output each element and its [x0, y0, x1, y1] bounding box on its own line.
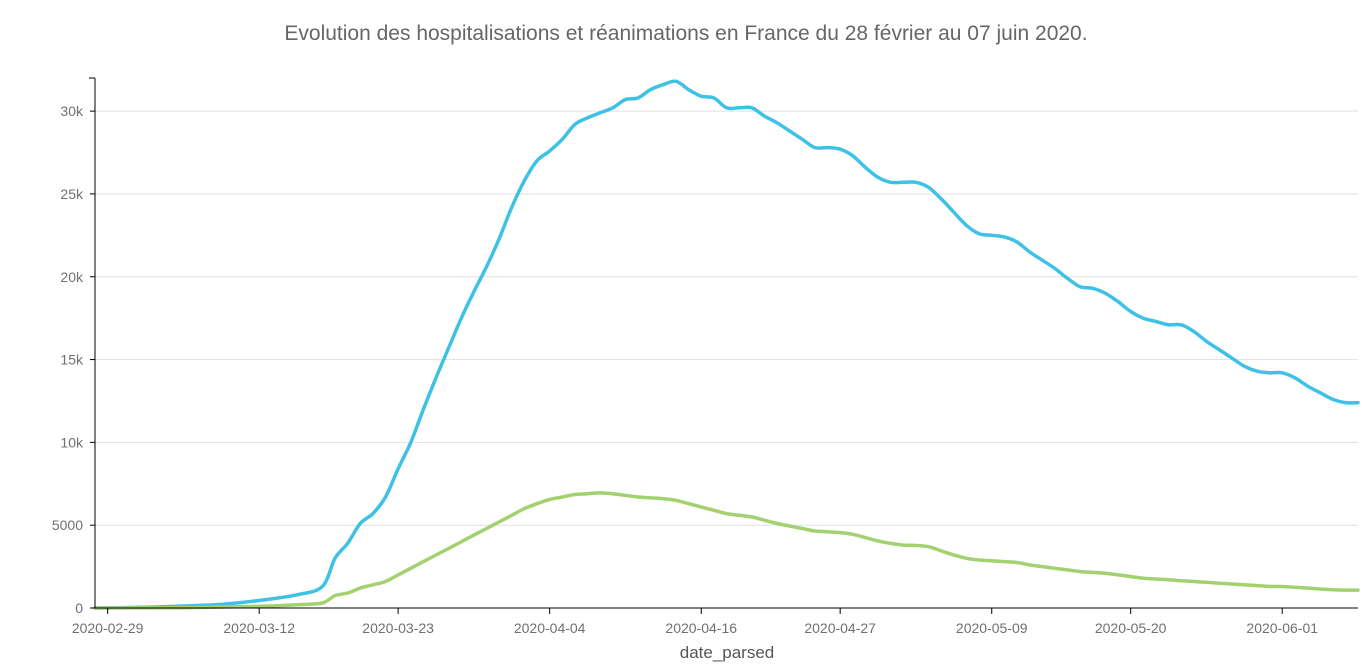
y-tick-label-0: 0 — [75, 600, 83, 616]
chart-title: Evolution des hospitalisations et réanim… — [284, 22, 1087, 45]
grid-lines — [95, 110, 1358, 526]
y-axis-ticks: 0 5000 10k 15k 20k 25k 30k — [52, 103, 95, 616]
x-tick-label-2: 2020-03-23 — [362, 620, 434, 636]
x-tick-label-0: 2020-02-29 — [72, 620, 144, 636]
series-lines — [93, 79, 1360, 610]
x-axis-title: date_parsed — [680, 643, 775, 662]
series-line-0 — [93, 79, 1360, 610]
x-tick-label-4: 2020-04-16 — [665, 620, 737, 636]
x-tick-label-6: 2020-05-09 — [956, 620, 1028, 636]
x-tick-label-5: 2020-04-27 — [804, 620, 876, 636]
y-tick-label-4: 20k — [60, 269, 84, 285]
x-tick-label-3: 2020-04-04 — [514, 620, 586, 636]
x-tick-label-1: 2020-03-12 — [223, 620, 295, 636]
y-tick-label-3: 15k — [60, 352, 84, 368]
series-line-1 — [93, 491, 1360, 610]
y-tick-label-1: 5000 — [52, 517, 83, 533]
x-axis-ticks: 2020-02-29 2020-03-12 2020-03-23 2020-04-04… — [72, 608, 1318, 636]
x-tick-label-7: 2020-05-20 — [1095, 620, 1167, 636]
x-tick-label-8: 2020-06-01 — [1246, 620, 1318, 636]
y-tick-label-5: 25k — [60, 186, 84, 202]
y-tick-label-2: 10k — [60, 434, 84, 450]
axes — [89, 77, 1358, 609]
y-tick-label-6: 30k — [60, 103, 84, 119]
